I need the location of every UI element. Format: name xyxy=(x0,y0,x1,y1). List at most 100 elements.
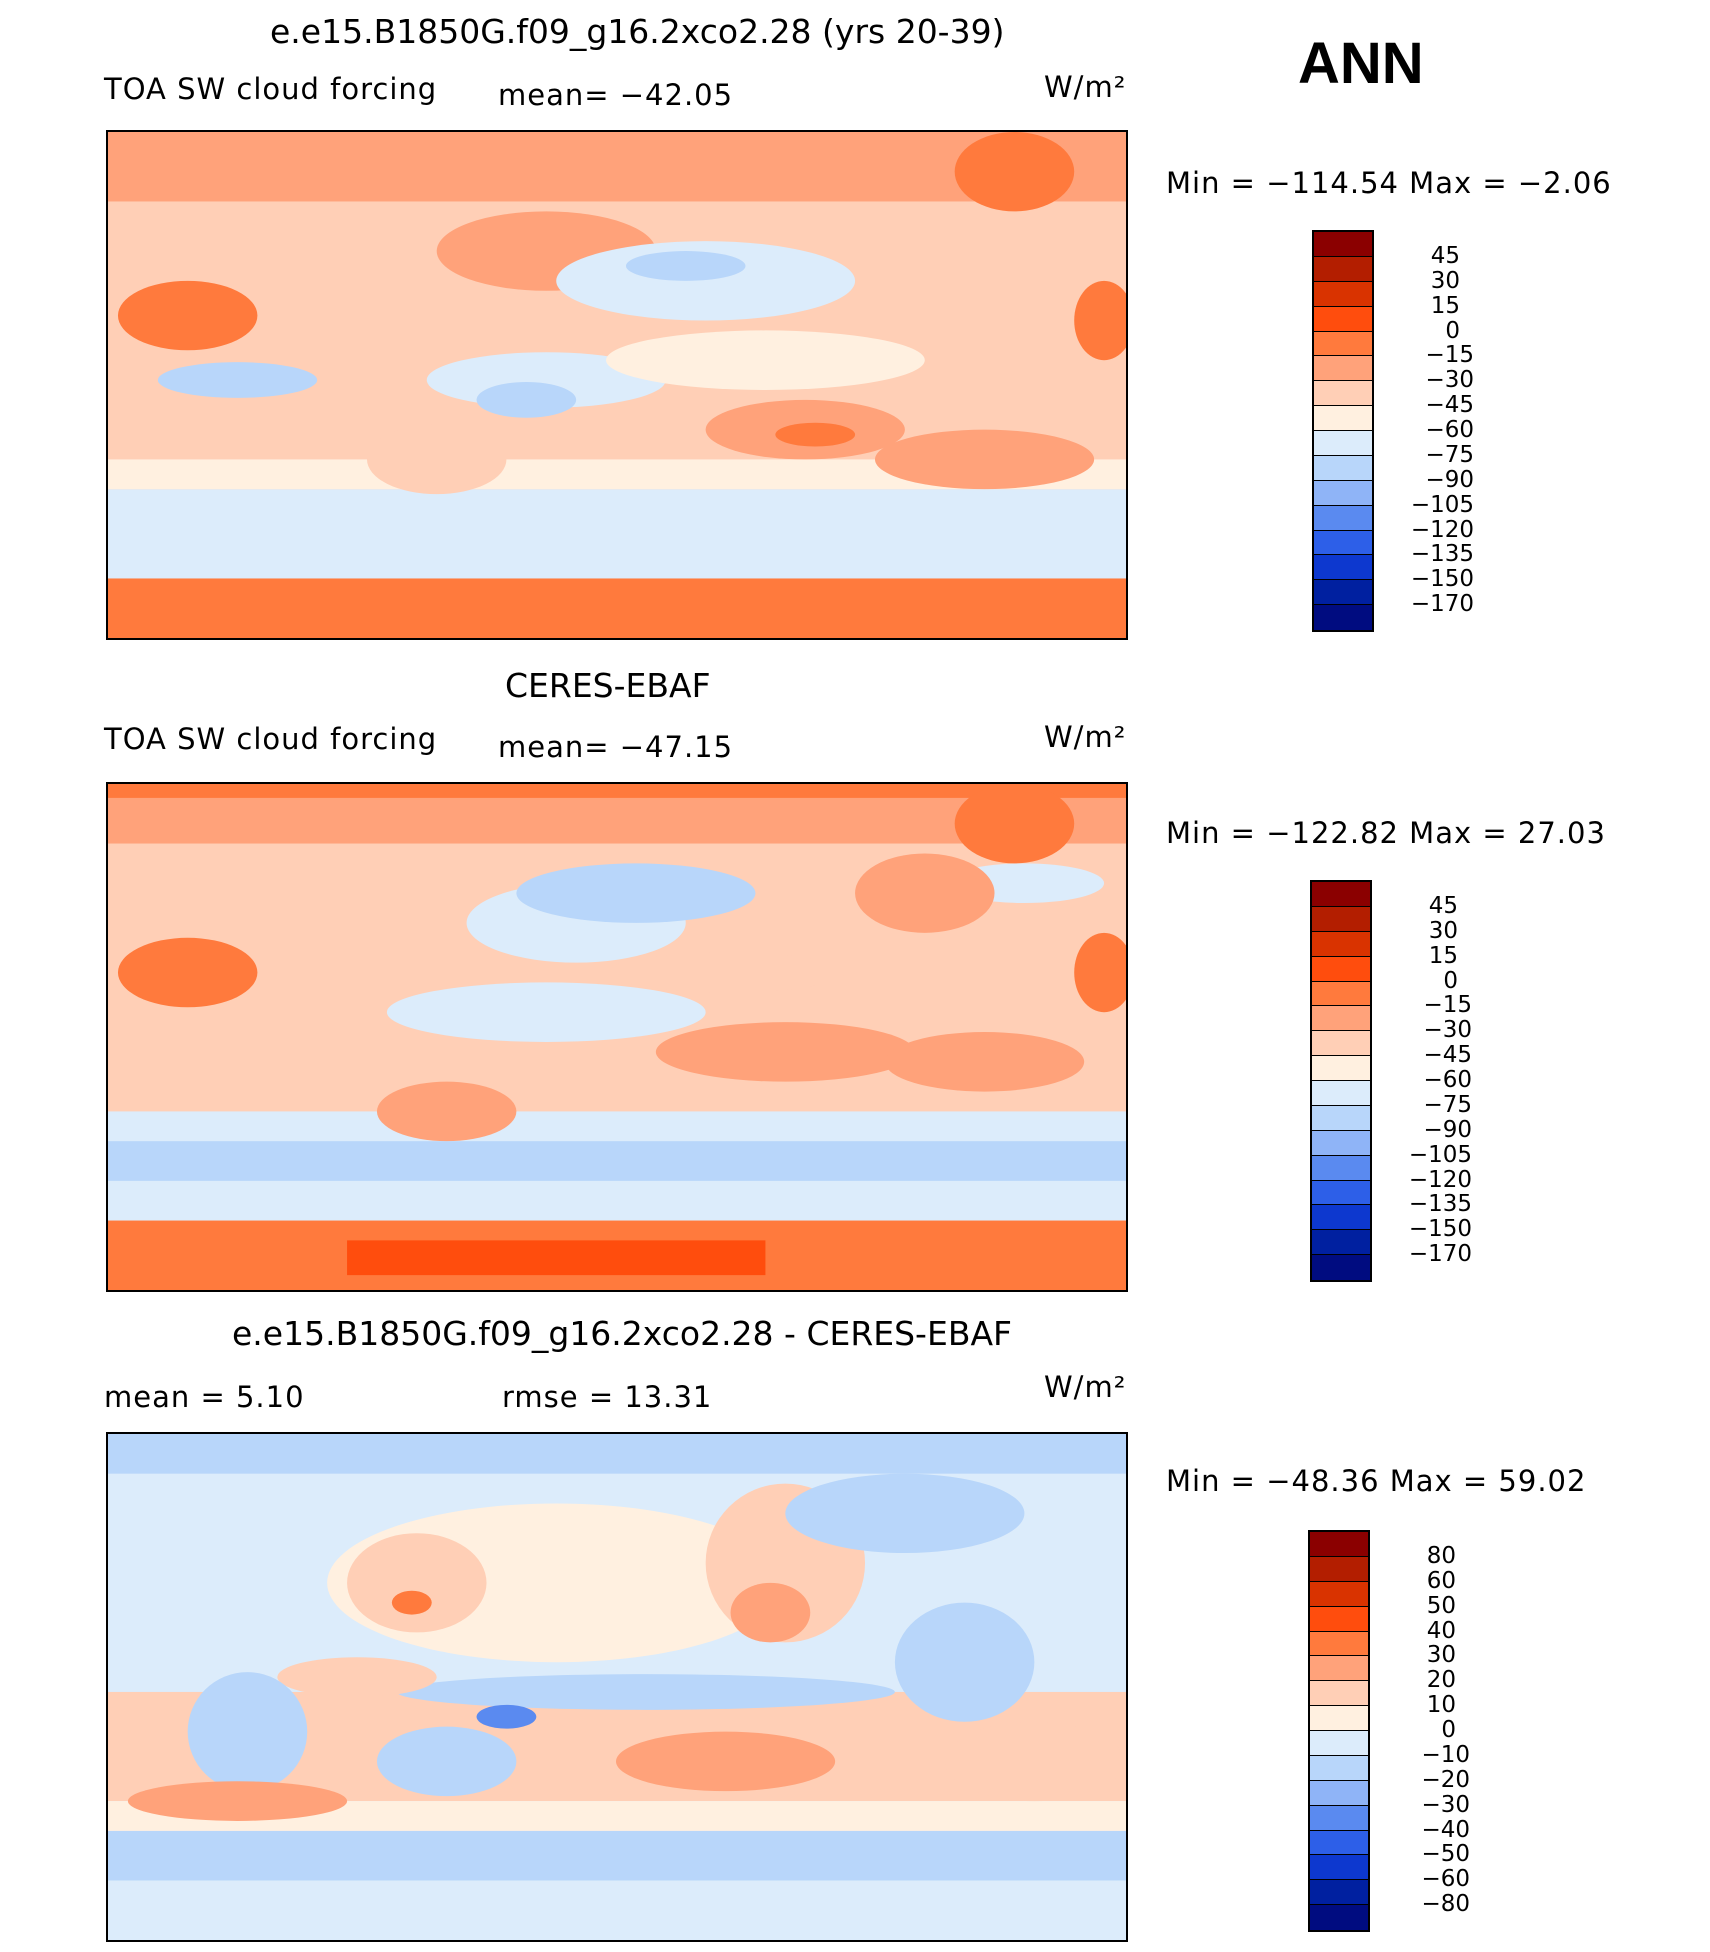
colorbar-tick-label: 40 xyxy=(1426,1617,1456,1644)
panel3-units: W/m² xyxy=(1044,1370,1127,1404)
panel3-mean-label: mean = 5.10 xyxy=(104,1380,305,1414)
colorbar-swatch xyxy=(1312,1230,1370,1256)
panel2-colorbar-swatches xyxy=(1310,880,1372,1282)
colorbar-swatch xyxy=(1314,232,1372,257)
panel2-map xyxy=(106,782,1128,1292)
colorbar-tick-label: 30 xyxy=(1430,267,1460,294)
colorbar-swatch xyxy=(1310,1556,1368,1582)
colorbar-swatch xyxy=(1310,1656,1368,1682)
panel3-map-field xyxy=(108,1434,1126,1940)
colorbar-tick-label: 0 xyxy=(1445,317,1460,344)
colorbar-tick-label: 50 xyxy=(1426,1592,1456,1619)
panel2-minmax: Min = −122.82 Max = 27.03 xyxy=(1166,816,1606,850)
colorbar-tick-label: −90 xyxy=(1425,466,1474,493)
colorbar-swatch xyxy=(1310,1855,1368,1881)
panel1-field-label: TOA SW cloud forcing xyxy=(104,72,438,106)
colorbar-tick-label: 60 xyxy=(1426,1567,1456,1594)
colorbar-swatch xyxy=(1312,1056,1370,1081)
colorbar-swatch xyxy=(1312,1205,1370,1231)
colorbar-tick-label: −170 xyxy=(1410,591,1474,618)
colorbar-swatch xyxy=(1314,356,1372,382)
panel2-mean-label: mean= −47.15 xyxy=(498,730,734,764)
colorbar-swatch xyxy=(1312,1006,1370,1032)
colorbar-swatch xyxy=(1312,956,1370,982)
colorbar-swatch xyxy=(1312,1180,1370,1206)
colorbar-swatch xyxy=(1310,1706,1368,1731)
colorbar-tick-label: −30 xyxy=(1423,1017,1472,1044)
panel1-units: W/m² xyxy=(1044,70,1127,104)
panel3-colorbar-ticks: 80 60 50 40 30 20 10 0 −10 −20 −30 −40 −50 −60 −80 xyxy=(1380,1530,1470,1932)
panel3-minmax: Min = −48.36 Max = 59.02 xyxy=(1166,1464,1587,1498)
panel3-colorbar-swatches xyxy=(1308,1530,1370,1932)
colorbar-tick-label: −105 xyxy=(1410,491,1474,518)
colorbar-tick-label: −60 xyxy=(1423,1067,1472,1093)
colorbar-tick-label: 15 xyxy=(1430,292,1460,319)
colorbar-swatch xyxy=(1314,431,1372,456)
colorbar-swatch xyxy=(1310,1830,1368,1856)
colorbar-tick-label: −120 xyxy=(1410,516,1474,543)
colorbar-swatch xyxy=(1314,605,1372,630)
colorbar-swatch xyxy=(1314,281,1372,307)
colorbar-swatch xyxy=(1312,1105,1370,1131)
colorbar-swatch xyxy=(1314,406,1372,431)
colorbar-swatch xyxy=(1312,981,1370,1007)
colorbar-swatch xyxy=(1310,1780,1368,1806)
colorbar-swatch xyxy=(1312,906,1370,932)
panel3-title: e.e15.B1850G.f09_g16.2xco2.28 - CERES-EB… xyxy=(232,1314,1013,1353)
panel1-colorbar xyxy=(1312,230,1374,632)
colorbar-swatch xyxy=(1312,1130,1370,1156)
colorbar-tick-label: −135 xyxy=(1408,1191,1472,1218)
colorbar-tick-label: −150 xyxy=(1410,566,1474,593)
colorbar-swatch xyxy=(1314,580,1372,606)
colorbar-swatch xyxy=(1310,1581,1368,1607)
colorbar-swatch xyxy=(1314,381,1372,407)
colorbar-swatch xyxy=(1310,1681,1368,1707)
panel1-minmax: Min = −114.54 Max = −2.06 xyxy=(1166,166,1612,200)
panel1-map-field xyxy=(108,132,1126,638)
panel3-colorbar xyxy=(1308,1530,1370,1932)
colorbar-swatch xyxy=(1312,1155,1370,1181)
colorbar-tick-label: 30 xyxy=(1428,917,1458,944)
colorbar-tick-label: 45 xyxy=(1428,892,1458,919)
colorbar-tick-label: 15 xyxy=(1428,942,1458,969)
season-label: ANN xyxy=(1298,31,1424,96)
colorbar-swatch xyxy=(1314,505,1372,531)
colorbar-tick-label: −40 xyxy=(1421,1816,1470,1843)
colorbar-tick-label: −50 xyxy=(1421,1841,1470,1868)
colorbar-tick-label: −20 xyxy=(1421,1766,1470,1793)
colorbar-tick-label: −45 xyxy=(1425,392,1474,419)
colorbar-swatch xyxy=(1310,1606,1368,1632)
colorbar-swatch xyxy=(1312,882,1370,907)
colorbar-swatch xyxy=(1314,331,1372,357)
colorbar-tick-label: −15 xyxy=(1423,992,1472,1019)
colorbar-swatch xyxy=(1312,1031,1370,1057)
colorbar-tick-label: −45 xyxy=(1423,1042,1472,1069)
colorbar-swatch xyxy=(1314,530,1372,556)
colorbar-tick-label: 80 xyxy=(1426,1542,1456,1569)
panel2-title: CERES-EBAF xyxy=(505,666,711,705)
colorbar-tick-label: −75 xyxy=(1425,441,1474,468)
colorbar-tick-label: −90 xyxy=(1423,1116,1472,1143)
colorbar-swatch xyxy=(1314,306,1372,332)
colorbar-tick-label: 45 xyxy=(1430,242,1460,269)
colorbar-tick-label: −30 xyxy=(1421,1791,1470,1818)
colorbar-tick-label: 0 xyxy=(1443,967,1458,994)
panel2-map-field xyxy=(108,784,1126,1290)
colorbar-tick-label: −75 xyxy=(1423,1091,1472,1118)
colorbar-tick-label: −15 xyxy=(1425,342,1474,369)
panel3-map xyxy=(106,1432,1128,1942)
colorbar-swatch xyxy=(1314,480,1372,506)
colorbar-tick-label: −170 xyxy=(1408,1241,1472,1268)
colorbar-swatch xyxy=(1310,1731,1368,1756)
colorbar-tick-label: −120 xyxy=(1408,1166,1472,1193)
panel2-colorbar-ticks: 45 30 15 0 −15 −30 −45 −60 −75 −90 −105 −120 −135 −15… xyxy=(1382,880,1472,1282)
panel1-map xyxy=(106,130,1128,640)
colorbar-swatch xyxy=(1310,1532,1368,1557)
colorbar-swatch xyxy=(1310,1905,1368,1930)
colorbar-tick-label: −80 xyxy=(1421,1891,1470,1918)
colorbar-swatch xyxy=(1310,1755,1368,1781)
panel2-units: W/m² xyxy=(1044,720,1127,754)
panel2-colorbar xyxy=(1310,880,1372,1282)
colorbar-tick-label: −60 xyxy=(1421,1866,1470,1893)
colorbar-swatch xyxy=(1312,931,1370,957)
